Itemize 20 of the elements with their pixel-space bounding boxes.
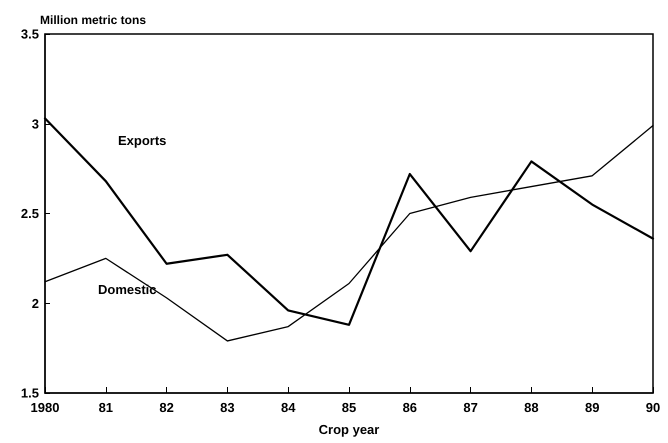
text: Exports <box>118 132 166 148</box>
x-tick-label: 88 <box>524 400 539 415</box>
x-tick-label: 87 <box>463 400 478 415</box>
x-tick-label: 82 <box>159 400 174 415</box>
x-tick-label: 85 <box>342 400 356 415</box>
y-axis-title: Million metric tons <box>40 13 146 27</box>
y-tick-label: 2 <box>32 296 39 311</box>
x-tick-label: 86 <box>402 400 418 415</box>
y-tick-label: 2.5 <box>20 206 39 221</box>
x-tick-label: 1980 <box>30 400 60 415</box>
x-tick-label: 81 <box>98 400 114 415</box>
x-tick-label: 84 <box>280 400 296 415</box>
series-label: Domestic <box>98 282 157 298</box>
y-tick-label: 3.5 <box>20 26 39 42</box>
x-tick-label: 89 <box>584 400 600 415</box>
x-tick-label: 83 <box>220 400 235 415</box>
y-tick-label: 1.5 <box>20 386 39 400</box>
y-tick-label: 3 <box>32 116 39 132</box>
x-tick-label: 90 <box>646 400 660 415</box>
x-axis-title: Crop year <box>318 422 380 437</box>
